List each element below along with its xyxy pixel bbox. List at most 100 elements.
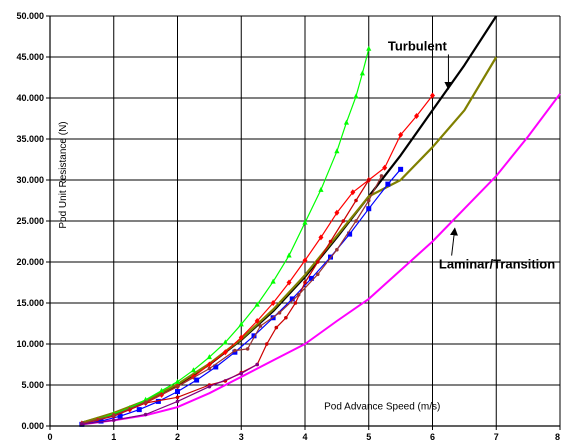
axes: 0 1 2 3 4 5 6 7 8 0.000 5.000 10.000 15.000 20.000 25.… bbox=[16, 11, 561, 442]
data-point-s4-8 bbox=[206, 361, 212, 368]
data-point-s4-13 bbox=[286, 279, 292, 286]
y-tick-label: 0.000 bbox=[21, 421, 44, 431]
data-point-s6-13 bbox=[315, 260, 320, 264]
data-point-s7-5 bbox=[233, 348, 237, 353]
data-point-s7-8 bbox=[277, 311, 282, 315]
data-point-s3-4 bbox=[143, 396, 149, 402]
annotation-arrow-1 bbox=[450, 227, 458, 256]
data-point-s7-13 bbox=[366, 198, 371, 203]
data-point-s5-1 bbox=[98, 418, 104, 424]
annotation-label-0: Turbulent bbox=[388, 38, 448, 53]
data-point-s6-14 bbox=[328, 239, 333, 244]
series-line-4 bbox=[81, 95, 433, 425]
data-point-s3-18 bbox=[353, 93, 359, 99]
data-point-s4-17 bbox=[350, 189, 356, 196]
data-point-s4-19 bbox=[382, 164, 388, 171]
data-point-s3-7 bbox=[190, 367, 197, 373]
data-point-s5-16 bbox=[385, 181, 391, 187]
data-point-s8-5 bbox=[239, 371, 244, 376]
data-point-s6-12 bbox=[303, 280, 307, 285]
data-point-s5-2 bbox=[117, 413, 123, 419]
data-point-s3-5 bbox=[158, 387, 165, 393]
x-tick-label: 2 bbox=[175, 432, 180, 442]
data-point-s3-17 bbox=[343, 119, 350, 125]
series-line-0 bbox=[81, 15, 498, 424]
series-line-2 bbox=[81, 56, 498, 424]
x-tick-label: 7 bbox=[494, 432, 499, 442]
series-line-3 bbox=[81, 48, 370, 425]
x-tick-label: 3 bbox=[239, 432, 244, 442]
x-tick-label: 6 bbox=[430, 432, 435, 442]
data-point-s3-14 bbox=[302, 219, 308, 225]
data-point-s6-3 bbox=[175, 395, 180, 400]
data-point-s3-6 bbox=[174, 378, 181, 384]
x-axis-title: Pod Advance Speed (m/s) bbox=[324, 402, 440, 413]
data-point-s5-11 bbox=[289, 296, 295, 302]
data-point-s7-3 bbox=[175, 384, 180, 389]
data-point-s7-2 bbox=[143, 400, 148, 405]
data-point-s6-9 bbox=[274, 325, 279, 330]
data-point-s3-15 bbox=[318, 186, 324, 192]
y-tick-label: 30.000 bbox=[16, 175, 44, 185]
data-point-s3-13 bbox=[286, 252, 292, 258]
y-tick-label: 40.000 bbox=[16, 93, 44, 103]
data-point-s4-22 bbox=[430, 92, 435, 99]
data-point-s7-7 bbox=[258, 324, 263, 328]
y-tick-label: 45.000 bbox=[16, 52, 44, 62]
data-point-s4-21 bbox=[414, 113, 420, 120]
x-tick-label: 5 bbox=[366, 432, 371, 442]
data-point-s3-16 bbox=[334, 148, 340, 154]
data-point-s8-3 bbox=[175, 399, 180, 404]
y-tick-label: 15.000 bbox=[16, 298, 44, 308]
y-tick-label: 10.000 bbox=[16, 339, 44, 349]
x-tick-label: 8 bbox=[555, 432, 560, 442]
data-point-s3-11 bbox=[254, 301, 260, 307]
data-point-s5-7 bbox=[213, 364, 219, 370]
series-line-6 bbox=[81, 179, 370, 425]
data-point-s6-15 bbox=[341, 219, 346, 223]
data-point-s3-9 bbox=[222, 339, 228, 345]
data-point-s4-16 bbox=[334, 209, 340, 216]
y-tick-label: 35.000 bbox=[16, 134, 44, 144]
data-point-s4-11 bbox=[254, 318, 260, 325]
data-point-s4-12 bbox=[270, 300, 276, 306]
data-point-s3-19 bbox=[359, 70, 365, 76]
data-point-s8-6 bbox=[255, 362, 259, 367]
y-tick-label: 50.000 bbox=[16, 11, 44, 21]
y-tick-label: 20.000 bbox=[16, 257, 44, 267]
data-point-s7-6 bbox=[245, 347, 250, 351]
data-point-s5-3 bbox=[136, 407, 142, 413]
data-point-s3-12 bbox=[270, 278, 276, 284]
data-point-s5-15 bbox=[366, 206, 372, 212]
data-point-s3-20 bbox=[366, 45, 372, 51]
data-point-s6-16 bbox=[354, 198, 358, 203]
data-point-s5-6 bbox=[194, 377, 200, 383]
x-tick-label: 4 bbox=[302, 432, 307, 442]
data-point-s6-10 bbox=[284, 315, 288, 320]
data-point-s5-5 bbox=[175, 389, 180, 395]
data-point-s7-10 bbox=[315, 272, 320, 277]
x-tick-label: 1 bbox=[111, 432, 116, 442]
annotation-label-1: Laminar/Transition bbox=[439, 257, 555, 272]
data-point-s8-0 bbox=[80, 422, 84, 427]
data-point-s8-1 bbox=[111, 418, 116, 423]
data-point-s4-10 bbox=[238, 334, 244, 341]
x-tick-label: 0 bbox=[47, 432, 52, 442]
series-line-5 bbox=[81, 168, 402, 425]
data-point-s5-14 bbox=[347, 231, 353, 237]
y-axis-title: Pod Unit Resistance (N) bbox=[58, 121, 69, 228]
data-point-s4-20 bbox=[398, 131, 404, 138]
data-point-s6-11 bbox=[293, 301, 298, 305]
data-point-s5-9 bbox=[251, 333, 257, 339]
data-point-s5-17 bbox=[398, 166, 404, 172]
data-point-s6-17 bbox=[366, 178, 371, 182]
data-point-s4-9 bbox=[222, 349, 228, 356]
data-point-s5-12 bbox=[308, 275, 314, 281]
data-point-s4-15 bbox=[318, 234, 324, 241]
y-tick-label: 25.000 bbox=[16, 216, 44, 226]
data-point-s7-14 bbox=[379, 174, 384, 178]
data-point-s3-10 bbox=[238, 321, 244, 327]
data-point-s5-4 bbox=[155, 398, 161, 404]
